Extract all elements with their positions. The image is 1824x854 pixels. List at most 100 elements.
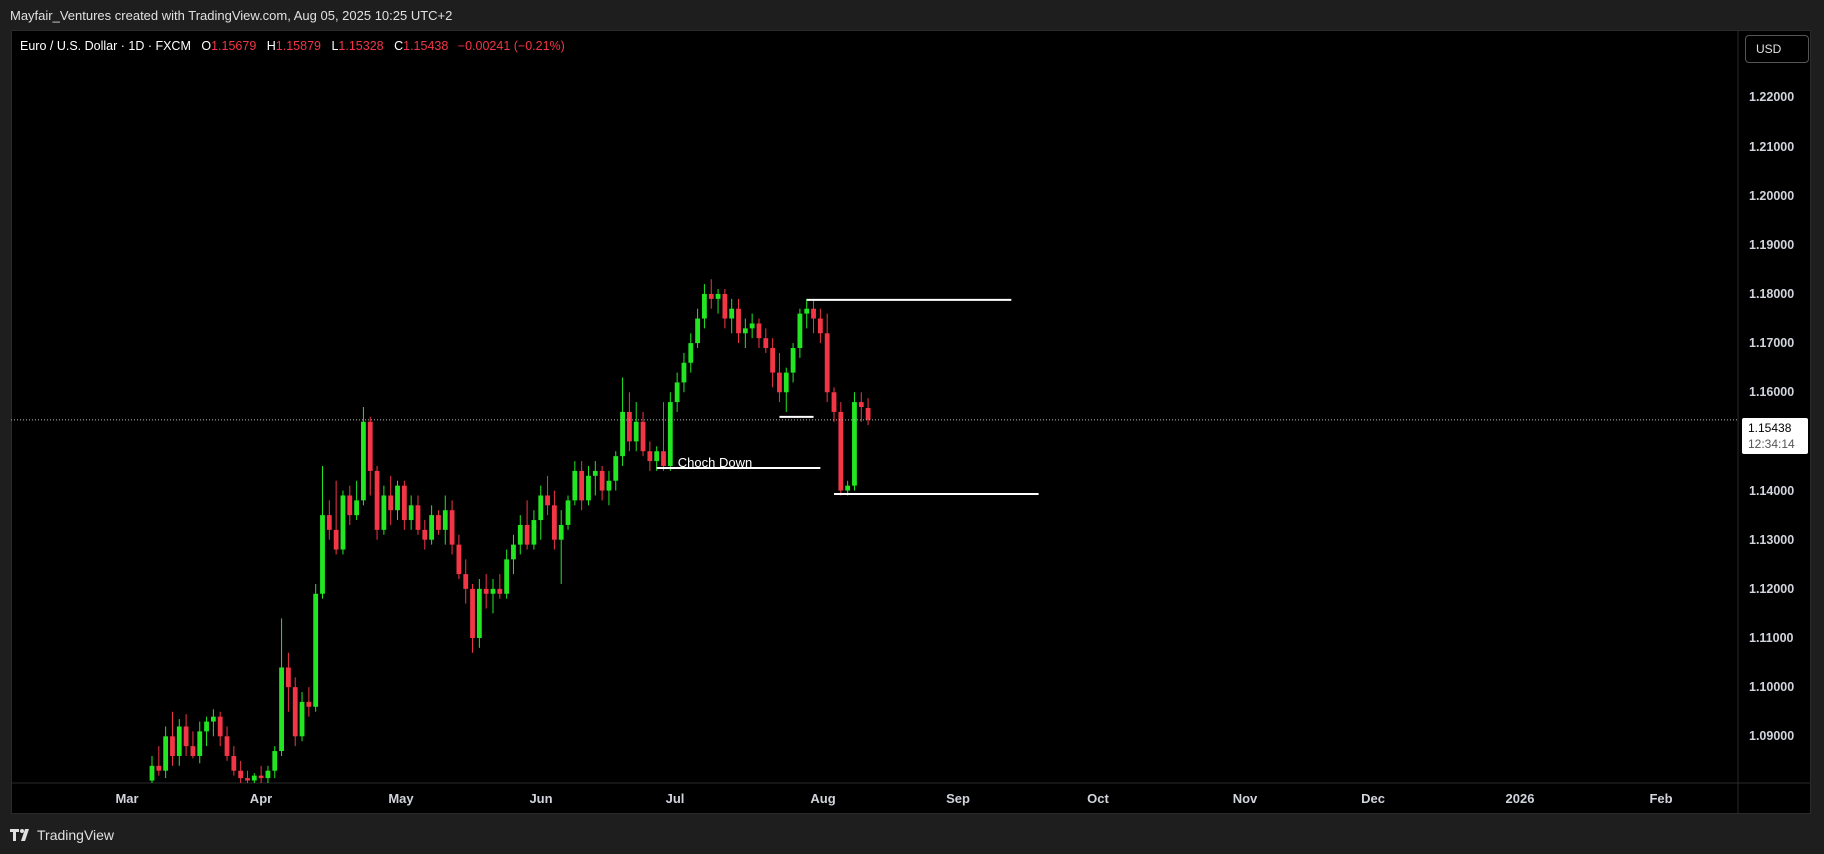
candle-body	[251, 775, 257, 781]
currency-button[interactable]: USD	[1745, 35, 1809, 63]
candle-body	[217, 716, 223, 737]
candle-body	[299, 701, 305, 737]
candle-body	[456, 544, 462, 575]
candle-body	[333, 529, 339, 550]
low-label: L	[331, 39, 339, 53]
candle-body	[613, 456, 619, 481]
price-tick-label: 1.09000	[1749, 729, 1795, 744]
bar-countdown: 12:34:14	[1748, 437, 1795, 451]
candle-body	[722, 293, 728, 319]
candle-body	[817, 318, 823, 334]
price-tick-label: 1.19000	[1749, 237, 1795, 252]
chart-area[interactable]	[11, 30, 1811, 814]
candle-body	[667, 402, 673, 466]
change-value: −0.00241 (−0.21%)	[457, 39, 565, 53]
candle-body	[708, 293, 714, 299]
candle-body	[586, 475, 591, 501]
candle-body	[326, 515, 332, 530]
candle-body	[361, 421, 366, 501]
candle-body	[408, 505, 414, 521]
low-value: 1.15328	[338, 39, 384, 53]
symbol-legend: Euro / U.S. Dollar · 1D · FXCM O1.15679 …	[20, 39, 565, 53]
candle-body	[279, 667, 284, 752]
close-value: 1.15438	[403, 39, 449, 53]
candle-body	[756, 323, 762, 339]
candle-body	[354, 500, 359, 516]
candle-body	[367, 421, 373, 471]
candle-body	[572, 470, 578, 501]
candle-body	[517, 524, 523, 545]
candle-body	[579, 470, 585, 501]
candle-body	[545, 495, 550, 506]
candle-body	[845, 485, 851, 491]
candle-body	[838, 411, 844, 491]
time-tick-label: Aug	[810, 791, 836, 806]
time-tick-label: Jun	[529, 791, 553, 806]
chart-header: Mayfair_Ventures created with TradingVie…	[0, 0, 1824, 30]
candle-body	[449, 510, 455, 545]
price-tick-label: 1.20000	[1749, 188, 1795, 203]
candle-body	[381, 495, 387, 530]
candle-body	[204, 721, 209, 732]
candle-body	[661, 451, 666, 466]
current-price-value: 1.15438	[1748, 421, 1792, 435]
candle-body	[627, 411, 632, 442]
close-label: C	[394, 39, 404, 53]
candle-body	[715, 293, 721, 299]
candle-body	[442, 510, 448, 530]
candle-body	[497, 588, 503, 594]
candle-body	[422, 529, 428, 540]
symbol-name: Euro / U.S. Dollar · 1D · FXCM	[20, 39, 191, 53]
candle-body	[531, 520, 537, 545]
price-tick-label: 1.16000	[1749, 385, 1795, 400]
candle-body	[170, 736, 175, 756]
candle-body	[729, 308, 735, 319]
candle-body	[681, 362, 687, 383]
candle-body	[490, 588, 496, 594]
time-tick-label: Jul	[665, 791, 685, 806]
candle-body	[313, 593, 319, 707]
candle-body	[742, 328, 748, 334]
candle-body	[197, 731, 203, 756]
candle-body	[183, 726, 189, 747]
candle-body	[483, 588, 489, 594]
candle-body	[347, 495, 353, 516]
high-value: 1.15879	[275, 39, 321, 53]
candle-body	[688, 343, 694, 363]
time-tick-label: Feb	[1649, 791, 1673, 806]
time-tick-label: Mar	[115, 791, 139, 806]
candle-body	[463, 574, 469, 589]
candle-body	[504, 559, 510, 594]
candle-body	[565, 500, 571, 525]
candle-body	[395, 485, 400, 511]
candle-body	[804, 308, 810, 314]
candle-body	[388, 495, 394, 511]
price-tick-label: 1.11000	[1749, 631, 1794, 645]
time-tick-label: May	[388, 791, 414, 806]
candle-body	[538, 495, 544, 521]
candle-body	[858, 402, 864, 407]
time-tick-label: Dec	[1361, 791, 1385, 806]
time-tick-label: Oct	[1087, 791, 1109, 806]
time-tick-label: Apr	[249, 791, 273, 806]
header-title: Mayfair_Ventures created with TradingVie…	[10, 8, 453, 23]
candle-body	[286, 667, 291, 688]
candle-body	[831, 392, 837, 412]
candle-body	[156, 765, 162, 771]
candle-body	[695, 318, 700, 344]
candle-body	[606, 480, 612, 491]
price-tick-label: 1.14000	[1749, 483, 1795, 498]
candle-body	[674, 382, 680, 403]
candle-body	[524, 524, 530, 545]
price-tick-label: 1.17000	[1749, 336, 1795, 351]
candle-body	[306, 701, 312, 707]
candle-body	[436, 515, 441, 530]
tradingview-logo[interactable]: TradingView	[10, 827, 114, 843]
candle-body	[231, 755, 237, 771]
choch-down-annotation[interactable]: Choch Down	[677, 455, 753, 470]
candle-body	[224, 736, 230, 756]
candle-body	[340, 495, 346, 550]
candles	[149, 279, 871, 783]
candle-body	[163, 736, 169, 771]
